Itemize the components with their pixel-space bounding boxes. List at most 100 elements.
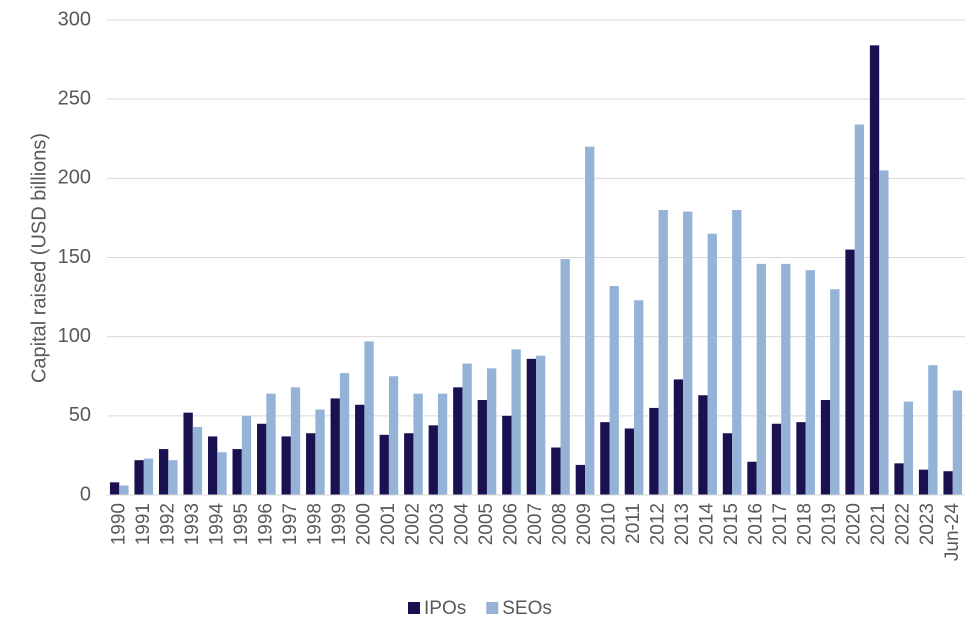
x-tick-label: 2002 [402, 503, 423, 545]
bar [379, 434, 389, 495]
bar [330, 398, 340, 495]
bar [732, 210, 742, 495]
legend-swatch [408, 602, 420, 614]
bar [722, 433, 733, 495]
bar [526, 358, 536, 495]
bar [183, 412, 193, 495]
bar [928, 365, 938, 495]
bar [428, 425, 438, 495]
x-tick-label: 2000 [353, 503, 374, 545]
bar [952, 390, 963, 495]
x-tick-label: 2006 [501, 503, 522, 545]
bar [486, 368, 497, 495]
x-tick-label: 2017 [770, 503, 791, 545]
bar [747, 461, 757, 495]
bar [257, 423, 267, 495]
x-tick-label: Jun-24 [942, 503, 963, 562]
x-tick-label: 2023 [917, 503, 938, 545]
bar [134, 460, 144, 495]
bar [143, 458, 154, 495]
x-tick-label: 1991 [133, 503, 154, 545]
bar [290, 387, 301, 495]
bar [854, 124, 865, 495]
bar [306, 433, 316, 495]
bar [673, 379, 684, 495]
x-tick-label: 2015 [721, 503, 742, 545]
x-tick-label: 2012 [648, 503, 669, 545]
y-tick-label: 200 [58, 167, 91, 189]
bar [536, 355, 546, 495]
x-tick-label: 2020 [844, 503, 865, 545]
bar [364, 341, 374, 495]
bar [266, 393, 276, 495]
bar [109, 482, 120, 495]
x-tick-label: 1990 [108, 503, 129, 545]
bar [903, 401, 914, 495]
bar [698, 395, 708, 495]
bar [207, 436, 218, 495]
bar [830, 289, 840, 495]
x-tick-label: 1994 [206, 503, 227, 546]
x-tick-label: 1999 [329, 503, 350, 545]
bar [192, 426, 203, 495]
x-tick-label: 2011 [623, 503, 644, 544]
bar [796, 422, 806, 495]
x-tick-label: 1997 [280, 503, 301, 545]
bar [707, 233, 717, 495]
x-tick-label: 1993 [182, 503, 203, 545]
bar [560, 259, 570, 495]
x-tick-label: 2021 [868, 503, 889, 545]
x-tick-label: 1992 [157, 503, 178, 545]
x-tick-label: 1996 [255, 503, 276, 545]
y-tick-label: 100 [58, 325, 91, 347]
bar [339, 373, 350, 495]
x-tick-label: 2001 [378, 503, 399, 545]
x-tick-label: 2018 [795, 503, 816, 545]
x-tick-label: 2003 [427, 503, 448, 545]
bar [158, 449, 169, 495]
bar [943, 471, 953, 495]
bar [649, 407, 659, 495]
x-tick-label: 2014 [697, 503, 718, 546]
y-tick-label: 0 [80, 483, 91, 505]
bar [781, 263, 791, 495]
bar [756, 263, 766, 495]
bar [217, 452, 227, 495]
x-tick-label: 2009 [574, 503, 595, 545]
y-tick-label: 300 [58, 8, 91, 30]
bar [805, 270, 815, 495]
bar [119, 485, 129, 495]
bar [404, 433, 414, 495]
bar [609, 286, 619, 495]
bar [502, 415, 512, 495]
y-axis-label: Capital raised (USD billions) [28, 133, 50, 383]
bar [634, 300, 644, 495]
bar [600, 422, 610, 495]
legend-label: IPOs [424, 598, 466, 619]
bar [918, 469, 929, 495]
bar [845, 249, 855, 495]
bar [894, 463, 904, 495]
bar [575, 464, 586, 495]
bar [869, 45, 880, 495]
bar [462, 363, 472, 495]
bar [232, 449, 242, 495]
x-tick-label: 2022 [893, 503, 914, 545]
bar [281, 436, 291, 495]
bar [241, 415, 252, 495]
x-tick-label: 2005 [476, 503, 497, 545]
bar [683, 211, 693, 496]
bar [355, 404, 365, 495]
x-tick-label: 2007 [525, 503, 546, 545]
legend-label: SEOs [502, 598, 552, 619]
bar [453, 387, 463, 495]
x-tick-label: 1998 [304, 503, 325, 545]
bar [168, 460, 178, 495]
bar [658, 210, 668, 495]
bar [437, 393, 448, 495]
x-tick-label: 2008 [550, 503, 571, 545]
legend-swatch [486, 602, 499, 614]
bar [624, 428, 635, 495]
x-tick-label: 2010 [599, 503, 620, 545]
bar [585, 146, 595, 495]
